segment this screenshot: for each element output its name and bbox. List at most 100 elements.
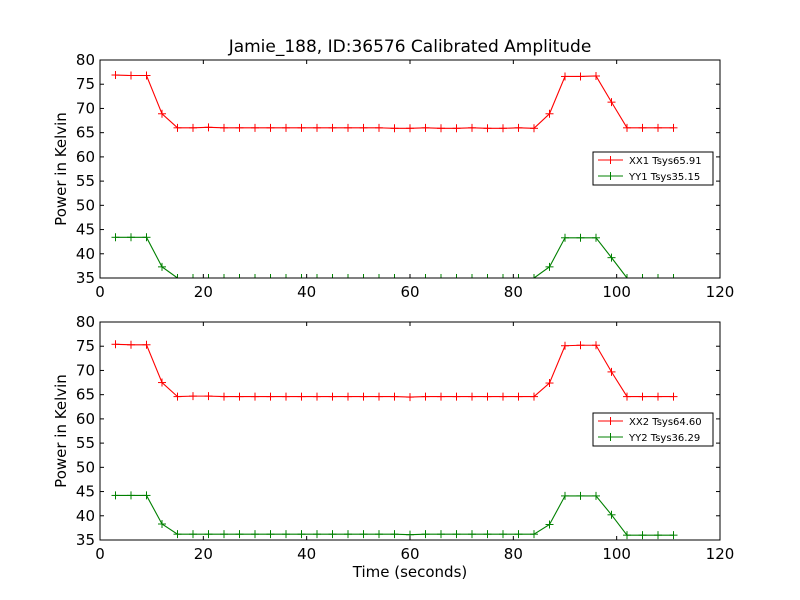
x-axis-label: Time (seconds) — [352, 563, 468, 581]
data-point — [251, 274, 259, 278]
data-point — [607, 98, 616, 107]
data-point — [359, 392, 368, 401]
data-point — [359, 274, 368, 278]
y-tick-label: 70 — [76, 361, 95, 379]
data-point — [313, 392, 321, 401]
y-tick-label: 60 — [76, 410, 95, 428]
data-point — [654, 123, 662, 132]
y-tick-label: 75 — [76, 337, 95, 355]
data-point — [266, 392, 275, 401]
data-point — [142, 233, 151, 242]
x-tick-label: 120 — [706, 545, 735, 563]
data-point — [592, 491, 600, 500]
data-point — [669, 274, 678, 278]
data-point — [437, 530, 445, 539]
legend-2: XX2 Tsys64.60 YY2 Tsys36.29 — [592, 412, 714, 447]
data-point — [235, 123, 244, 132]
data-point — [638, 531, 647, 540]
data-point — [127, 233, 135, 242]
y-tick-label: 65 — [76, 124, 95, 142]
data-point — [452, 392, 461, 401]
series-1 — [111, 340, 678, 402]
data-point — [545, 379, 554, 388]
data-point — [313, 123, 321, 132]
panel-1: 0 20 40 60 80 100 120 35 40 45 50 55 60 65 70 75 80 Power… — [52, 51, 734, 301]
data-point — [235, 274, 244, 278]
data-point — [344, 123, 352, 132]
data-point — [483, 124, 492, 133]
data-point — [266, 530, 275, 539]
legend-label: YY2 Tsys36.29 — [628, 433, 700, 444]
data-point — [204, 392, 213, 401]
y-tick-label: 55 — [76, 434, 95, 452]
y-tick-label: 80 — [76, 51, 95, 69]
data-point — [142, 71, 151, 80]
x-tick-label: 80 — [504, 545, 523, 563]
data-point — [638, 274, 647, 278]
data-point — [530, 392, 538, 401]
data-point — [561, 341, 569, 350]
data-point — [654, 531, 662, 540]
legend-entry: YY2 Tsys36.29 — [598, 433, 700, 444]
data-point — [142, 491, 151, 500]
data-point — [592, 71, 600, 80]
y-tick-label: 70 — [76, 99, 95, 117]
data-point — [623, 392, 631, 401]
data-point — [297, 530, 306, 539]
data-point — [390, 530, 399, 539]
data-point — [623, 274, 631, 278]
y-axis-label: Power in Kelvin — [52, 112, 70, 226]
data-point — [111, 491, 120, 500]
data-point — [638, 392, 647, 401]
data-point — [158, 378, 166, 387]
y-tick-label: 60 — [76, 148, 95, 166]
y-tick-label: 80 — [76, 313, 95, 331]
data-point — [127, 71, 135, 80]
data-point — [142, 340, 151, 349]
data-point — [297, 274, 306, 278]
data-point — [623, 123, 631, 132]
data-point — [592, 233, 600, 242]
data-point — [313, 274, 321, 278]
x-tick-label: 100 — [602, 283, 631, 301]
data-point — [514, 530, 523, 539]
data-point — [189, 530, 197, 539]
data-point — [158, 262, 166, 271]
data-point — [297, 123, 306, 132]
y-axis-label: Power in Kelvin — [52, 374, 70, 488]
data-point — [111, 233, 120, 242]
data-point — [251, 392, 259, 401]
data-point — [111, 340, 120, 349]
data-point — [499, 274, 507, 278]
data-point — [406, 393, 414, 402]
data-point — [282, 530, 290, 539]
data-point — [545, 262, 554, 271]
data-point — [421, 123, 430, 132]
data-point — [623, 531, 631, 540]
legend-box — [592, 412, 714, 447]
y-tick-label: 35 — [76, 531, 95, 549]
data-point — [483, 274, 492, 278]
data-point — [499, 124, 507, 133]
data-point — [189, 123, 197, 132]
y-tick-label: 75 — [76, 75, 95, 93]
data-point — [669, 123, 678, 132]
data-point — [576, 341, 585, 350]
data-point — [282, 274, 290, 278]
data-point — [328, 123, 337, 132]
data-point — [328, 392, 337, 401]
data-point — [421, 392, 430, 401]
data-point — [576, 491, 585, 500]
series-1 — [111, 71, 678, 133]
data-point — [654, 392, 662, 401]
data-point — [576, 72, 585, 81]
legend-box — [592, 151, 714, 186]
legend-label: XX2 Tsys64.60 — [629, 417, 702, 428]
data-point — [359, 530, 368, 539]
data-point — [654, 274, 662, 278]
y-tick-label: 45 — [76, 483, 95, 501]
data-point — [638, 123, 647, 132]
data-point — [173, 123, 182, 132]
data-point — [607, 253, 616, 262]
data-point — [344, 274, 352, 278]
